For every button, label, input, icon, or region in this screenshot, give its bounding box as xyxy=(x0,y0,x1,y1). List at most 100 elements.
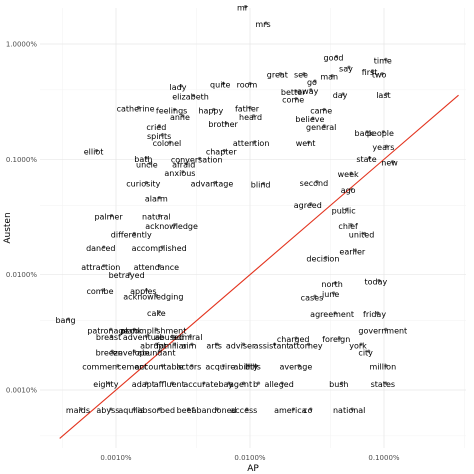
data-point xyxy=(313,79,317,83)
word-label: city xyxy=(358,348,373,357)
word-label: decision xyxy=(306,255,339,264)
data-point xyxy=(330,74,334,78)
data-point xyxy=(190,342,194,346)
data-point xyxy=(245,407,249,411)
word-label: new xyxy=(381,159,398,168)
data-point xyxy=(181,170,185,174)
data-point xyxy=(384,364,388,368)
word-label: betrayed xyxy=(109,271,145,280)
y-tick-label: 0.1000% xyxy=(6,156,37,164)
data-point xyxy=(157,214,161,218)
data-point xyxy=(157,310,161,314)
data-point xyxy=(248,81,252,86)
data-point xyxy=(170,334,174,338)
word-label: man xyxy=(320,73,338,82)
data-point xyxy=(160,133,164,137)
word-label: attorney xyxy=(289,341,323,350)
word-label: father xyxy=(235,104,260,113)
data-point xyxy=(79,407,83,411)
word-label: elliot xyxy=(84,148,104,157)
word-label: accurate xyxy=(183,380,218,389)
word-label: week xyxy=(338,170,359,179)
data-point xyxy=(188,334,192,338)
word-label: accomplished xyxy=(132,244,187,253)
data-point xyxy=(390,160,395,164)
data-point xyxy=(252,140,256,144)
word-label: say xyxy=(339,64,353,73)
data-point xyxy=(248,105,252,110)
word-label: back xyxy=(355,129,374,138)
data-point xyxy=(380,72,384,76)
data-point xyxy=(333,281,337,285)
data-point xyxy=(186,407,191,411)
data-point xyxy=(291,407,295,411)
data-point xyxy=(224,121,228,125)
data-point xyxy=(170,381,174,385)
data-point xyxy=(198,156,202,161)
word-label: adventure xyxy=(123,333,164,342)
data-point xyxy=(144,381,148,385)
data-point xyxy=(341,92,345,96)
data-point xyxy=(243,4,248,9)
tick-labels-layer: 0.0010% 0.0100% 0.1000% 0.0010% 0.0100% 0.100… xyxy=(6,41,400,463)
data-point xyxy=(173,342,177,346)
data-point xyxy=(340,381,344,385)
data-point xyxy=(157,124,161,128)
word-label: palmer xyxy=(94,213,123,222)
data-point xyxy=(375,311,380,315)
word-label: see xyxy=(294,71,308,80)
word-label: first xyxy=(362,68,378,77)
word-label: away xyxy=(297,87,318,96)
word-label: mr xyxy=(237,4,249,13)
word-label: charged xyxy=(277,335,310,344)
data-point xyxy=(264,21,268,25)
word-label: go xyxy=(307,78,317,87)
data-point xyxy=(116,364,120,368)
word-label: co xyxy=(303,406,312,415)
data-point xyxy=(370,69,375,73)
word-label: accountable xyxy=(135,363,184,372)
word-label: friday xyxy=(363,310,386,319)
word-label: aim xyxy=(181,341,196,350)
word-label: room xyxy=(237,80,258,89)
x-axis-title: AP xyxy=(247,464,259,474)
data-point xyxy=(132,407,136,411)
data-point xyxy=(173,107,177,112)
data-point xyxy=(294,89,298,93)
word-label: attention xyxy=(233,139,270,148)
word-label: combe xyxy=(86,287,113,296)
word-label: time xyxy=(374,56,392,65)
data-point xyxy=(227,381,231,385)
word-label: commencement xyxy=(82,363,147,372)
data-point xyxy=(307,342,311,346)
word-label: attraction xyxy=(81,263,120,272)
word-label: two xyxy=(372,71,387,80)
data-point xyxy=(353,248,357,252)
word-label: familiar xyxy=(156,341,187,350)
word-label: chapter xyxy=(206,148,238,157)
word-label: access xyxy=(230,406,257,415)
word-label: adapt xyxy=(132,380,155,389)
word-label: million xyxy=(369,363,396,372)
data-point xyxy=(367,156,372,160)
data-point xyxy=(315,180,319,184)
word-label: affluent xyxy=(154,380,185,389)
word-label: mrs xyxy=(255,20,270,29)
word-label: attendance xyxy=(134,263,180,272)
word-label: curiosity xyxy=(126,180,160,189)
data-point xyxy=(144,334,148,338)
x-tick-label: 0.1000% xyxy=(368,454,399,462)
word-label: north xyxy=(321,280,342,289)
data-point xyxy=(256,381,261,385)
word-label: better xyxy=(281,88,306,97)
word-label: abused xyxy=(155,333,184,342)
word-label: ability xyxy=(234,363,259,372)
data-point xyxy=(168,140,172,144)
data-point xyxy=(362,231,367,236)
y-tick-label: 0.0100% xyxy=(6,271,37,279)
data-point xyxy=(213,181,217,185)
word-label: day xyxy=(333,91,348,100)
data-point xyxy=(66,317,71,321)
data-point xyxy=(154,342,158,346)
